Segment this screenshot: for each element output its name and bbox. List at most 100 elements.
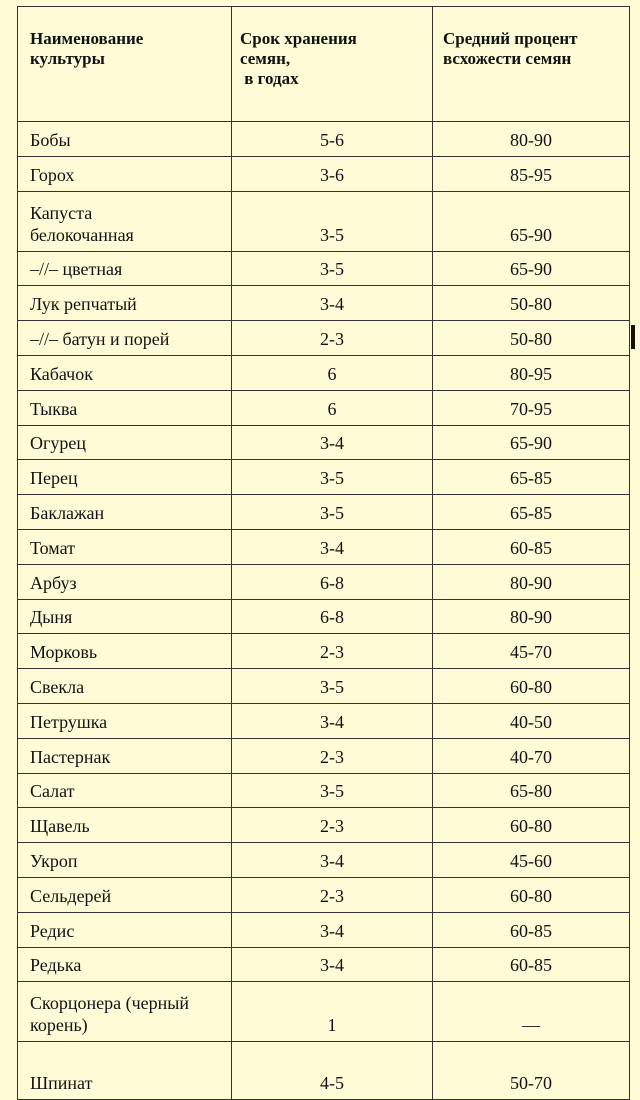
crop-name: Кабачок: [17, 354, 232, 391]
crop-name: Пастернак: [17, 737, 232, 774]
storage-years: 3-4: [231, 702, 433, 739]
crop-name: Щавель: [17, 807, 232, 844]
storage-years: 3-4: [231, 424, 433, 461]
germination-percent: 70-95: [432, 389, 630, 426]
germination-percent: 65-90: [432, 190, 630, 252]
table-row: Тыква 6 70-95: [17, 389, 630, 426]
table-row: Укроп 3-4 45-60: [17, 842, 630, 878]
crop-name: Укроп: [17, 842, 232, 878]
crop-name: Бобы: [17, 121, 232, 157]
header-storage-line-2: семян,: [240, 49, 291, 68]
table-row: Шпинат 4-5 50-70: [17, 1041, 630, 1100]
crop-name: Сельдерей: [17, 876, 232, 913]
table-row: Капуста белокочанная 3-5 65-90: [17, 190, 630, 252]
table-row: Баклажан 3-5 65-85: [17, 494, 630, 530]
crop-name: Свекла: [17, 668, 232, 704]
crop-name: Горох: [17, 155, 232, 192]
crop-name: Петрушка: [17, 702, 232, 739]
germination-percent: 50-70: [432, 1041, 630, 1100]
crop-name: Шпинат: [17, 1041, 232, 1100]
crop-name: Редис: [17, 911, 232, 948]
germination-percent: 60-80: [432, 807, 630, 844]
storage-years: 2-3: [231, 633, 433, 670]
crop-name: –//– батун и порей: [17, 320, 232, 356]
crop-name: Огурец: [17, 424, 232, 461]
crop-name: Томат: [17, 528, 232, 565]
header-storage-line-1: Срок хранения: [240, 29, 357, 48]
germination-percent: 60-85: [432, 911, 630, 948]
germination-percent: 65-80: [432, 772, 630, 809]
storage-years: 6-8: [231, 598, 433, 635]
storage-years: 3-5: [231, 772, 433, 809]
seed-storage-table: Наименование культуры Срок хранения семя…: [17, 6, 630, 1100]
table-row: Огурец 3-4 65-90: [17, 424, 630, 461]
document-page: Наименование культуры Срок хранения семя…: [17, 6, 635, 1100]
storage-years: 3-5: [231, 190, 433, 252]
table-row: Горох 3-6 85-95: [17, 155, 630, 192]
storage-years: 3-5: [231, 459, 433, 496]
table-row: Бобы 5-6 80-90: [17, 121, 630, 157]
crop-name: Редька: [17, 946, 232, 983]
storage-years: 3-4: [231, 946, 433, 983]
storage-years: 2-3: [231, 807, 433, 844]
table-row: Лук репчатый 3-4 50-80: [17, 285, 630, 322]
table-row: Пастернак 2-3 40-70: [17, 737, 630, 774]
table-row: Арбуз 6-8 80-90: [17, 563, 630, 600]
storage-years: 3-4: [231, 285, 433, 322]
germination-percent: 85-95: [432, 155, 630, 192]
storage-years: 3-4: [231, 842, 433, 878]
table-row: Петрушка 3-4 40-50: [17, 702, 630, 739]
storage-years: 6: [231, 354, 433, 391]
storage-years: 3-5: [231, 494, 433, 530]
header-name-line-1: Наименование: [30, 29, 144, 48]
germination-percent: 45-60: [432, 842, 630, 878]
storage-years: 2-3: [231, 876, 433, 913]
storage-years: 5-6: [231, 121, 433, 157]
storage-years: 3-4: [231, 528, 433, 565]
page-edge-mark: [631, 325, 635, 349]
table-row: –//– батун и порей 2-3 50-80: [17, 320, 630, 356]
crop-name: Арбуз: [17, 563, 232, 600]
germination-percent: 65-90: [432, 250, 630, 287]
germination-percent: 60-80: [432, 876, 630, 913]
table-row: Свекла 3-5 60-80: [17, 668, 630, 704]
table-row: Щавель 2-3 60-80: [17, 807, 630, 844]
crop-name: Капуста белокочанная: [17, 190, 232, 252]
header-row: Наименование культуры Срок хранения семя…: [17, 6, 630, 122]
crop-name: Перец: [17, 459, 232, 496]
header-storage: Срок хранения семян, в годах: [231, 6, 433, 122]
crop-name: Лук репчатый: [17, 285, 232, 322]
germination-percent: 65-85: [432, 494, 630, 530]
storage-years: 2-3: [231, 320, 433, 356]
germination-percent: 80-90: [432, 598, 630, 635]
table-row: –//– цветная 3-5 65-90: [17, 250, 630, 287]
crop-name: Дыня: [17, 598, 232, 635]
header-name-line-2: культуры: [30, 49, 105, 68]
germination-percent: 50-80: [432, 285, 630, 322]
header-storage-line-3: в годах: [244, 69, 299, 88]
storage-years: 6-8: [231, 563, 433, 600]
crop-name: Тыква: [17, 389, 232, 426]
table-row: Редька 3-4 60-85: [17, 946, 630, 983]
crop-name: Морковь: [17, 633, 232, 670]
germination-percent: 65-90: [432, 424, 630, 461]
germination-percent: 80-95: [432, 354, 630, 391]
germination-percent: 60-80: [432, 668, 630, 704]
germination-percent: 40-70: [432, 737, 630, 774]
table-row: Салат 3-5 65-80: [17, 772, 630, 809]
crop-name: Салат: [17, 772, 232, 809]
table-row: Томат 3-4 60-85: [17, 528, 630, 565]
header-name: Наименование культуры: [17, 6, 232, 122]
storage-years: 1: [231, 981, 433, 1043]
table-row: Сельдерей 2-3 60-80: [17, 876, 630, 913]
crop-name: Скорцонера (черный корень): [17, 981, 232, 1043]
table-row: Перец 3-5 65-85: [17, 459, 630, 496]
table-row: Редис 3-4 60-85: [17, 911, 630, 948]
germination-percent: 65-85: [432, 459, 630, 496]
germination-percent: 60-85: [432, 528, 630, 565]
storage-years: 3-5: [231, 668, 433, 704]
table-row: Кабачок 6 80-95: [17, 354, 630, 391]
germination-percent: 40-50: [432, 702, 630, 739]
germination-percent: 50-80: [432, 320, 630, 356]
table-row: Морковь 2-3 45-70: [17, 633, 630, 670]
